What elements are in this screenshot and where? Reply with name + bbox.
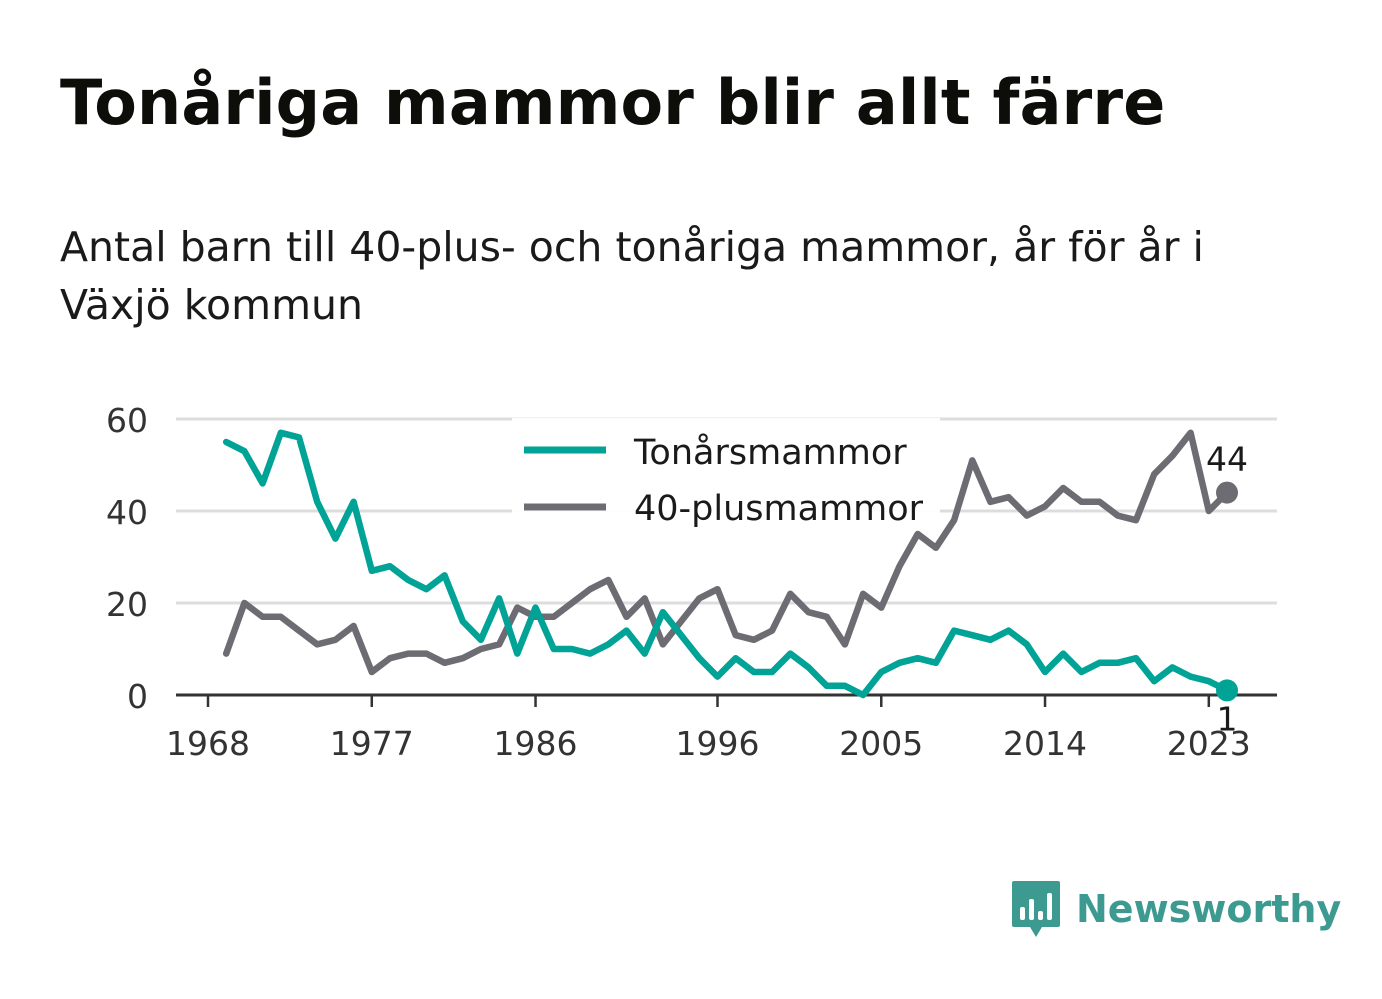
x-tick-label: 2023 [1167,724,1251,763]
x-tick-label: 2005 [839,724,923,763]
legend-background [512,418,940,520]
end-label-teen: 1 [1217,699,1238,738]
x-tick-label: 1986 [494,724,578,763]
end-label-plus40: 44 [1206,440,1248,479]
end-point-teen [1216,679,1238,702]
x-tick-label: 1968 [166,724,250,763]
brand-logo: Newsworthy [1010,878,1341,940]
y-tick-label: 40 [106,493,148,532]
x-tick-label: 1996 [676,724,760,763]
end-point-plus40 [1216,481,1238,504]
legend: Tonårsmammor 40-plusmammor [512,418,940,529]
end-points: 44 1 [1206,440,1248,739]
brand-name: Newsworthy [1076,887,1342,931]
legend-label-plus40: 40-plusmammor [634,489,924,529]
y-tick-label: 0 [127,677,148,716]
newsworthy-logo-icon [1012,881,1060,937]
y-axis-ticks: 0 20 40 60 [106,401,148,716]
series-line-plus40 [222,429,1231,676]
y-tick-label: 20 [106,585,148,624]
y-tick-label: 60 [106,401,148,440]
legend-label-teen: Tonårsmammor [633,432,907,473]
series-line-teen [222,429,1231,699]
chart-subtitle: Antal barn till 40-plus- och tonåriga ma… [60,223,1204,329]
x-tick-label: 2014 [1003,724,1087,763]
series-lines [222,429,1231,699]
x-tick-label: 1977 [330,724,414,763]
x-axis-ticks: 1968 1977 1986 1996 2005 2014 2023 [166,695,1251,763]
chart-title: Tonåriga mammor blir allt färre [60,66,1166,139]
